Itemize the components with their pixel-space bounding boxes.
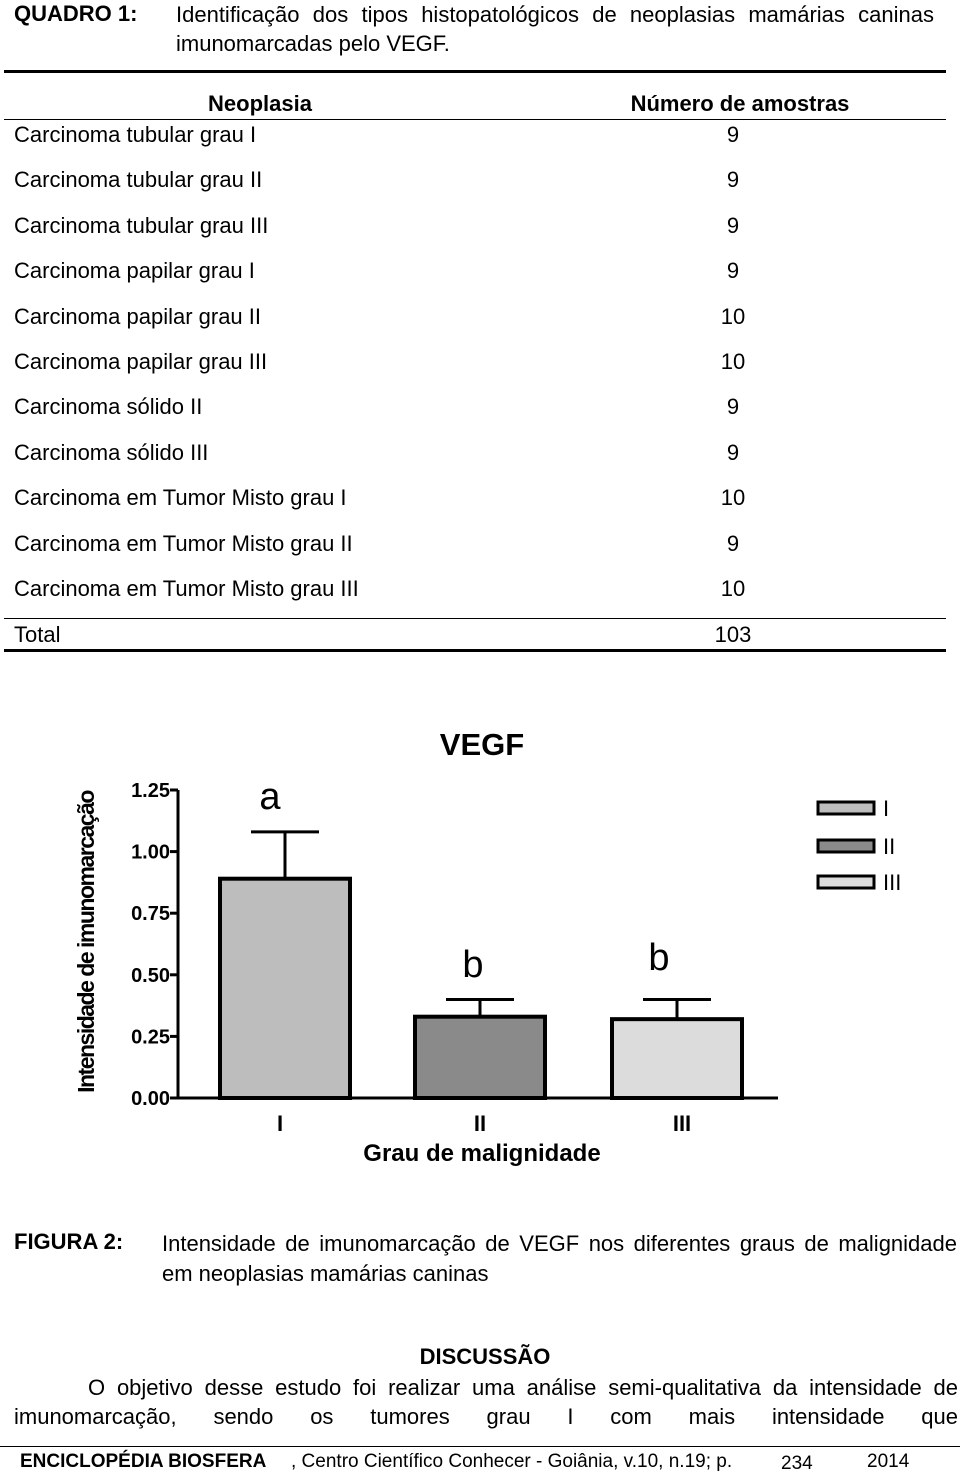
table-cell: Carcinoma em Tumor Misto grau III xyxy=(14,576,359,601)
table-cell: 10 xyxy=(720,576,746,601)
x-tick-label: II xyxy=(474,1111,486,1136)
legend-swatch xyxy=(816,800,876,816)
bar xyxy=(610,1017,744,1101)
discussion-heading: DISCUSSÃO xyxy=(419,1344,551,1369)
y-axis-label: Intensidade de imunomarcação xyxy=(73,790,99,1093)
y-tick-label: 1.00 xyxy=(131,842,170,864)
chart-title: VEGF xyxy=(440,727,524,762)
bar xyxy=(218,876,352,1100)
table-cell: Carcinoma papilar grau I xyxy=(14,258,255,284)
x-tick-label: III xyxy=(673,1111,691,1136)
x-tick-label: I xyxy=(277,1111,283,1136)
table-header-rule xyxy=(4,119,946,120)
table-header: Neoplasia xyxy=(208,91,312,116)
table-cell: 10 xyxy=(720,485,746,511)
table-total-rule xyxy=(4,618,946,619)
footer-year: 2014 xyxy=(867,1451,910,1472)
table-total-label: Total xyxy=(14,622,61,647)
table-cell: Carcinoma sólido III xyxy=(14,439,209,465)
table-cell: 9 xyxy=(726,530,740,556)
table-bottom-rule xyxy=(4,649,946,652)
table-cell: Carcinoma em Tumor Misto grau I xyxy=(14,485,347,511)
chart: VEGF Intensidade de imunomarcação Grau de … xyxy=(73,727,901,1167)
table-cell: Carcinoma tubular grau I xyxy=(14,122,257,147)
figure-label: FIGURA 2: xyxy=(14,1229,124,1254)
table-cell: Carcinoma em Tumor Misto grau II xyxy=(14,530,353,556)
y-tick-label: 1.25 xyxy=(131,780,170,802)
table-cell: Carcinoma tubular grau II xyxy=(14,167,263,193)
table-cell: 9 xyxy=(726,258,740,284)
table-cell: 9 xyxy=(726,122,740,147)
table-cell: 9 xyxy=(726,212,740,238)
significance-letter: b xyxy=(648,937,669,979)
legend-label: III xyxy=(883,870,901,895)
significance-letter: b xyxy=(462,944,483,986)
y-tick-label: 0.75 xyxy=(131,903,170,925)
table-cell: 10 xyxy=(720,303,746,329)
table-cell: Carcinoma sólido II xyxy=(14,394,203,420)
x-axis-label: Grau de malignidade xyxy=(363,1140,600,1167)
table-header: Número de amostras xyxy=(630,91,850,116)
table-cell: 9 xyxy=(726,167,740,193)
y-tick-label: 0.00 xyxy=(131,1088,170,1110)
table-cell: 9 xyxy=(726,394,740,420)
table-cell: Carcinoma tubular grau III xyxy=(14,212,269,238)
y-tick-label: 0.50 xyxy=(131,965,170,987)
y-tick-label: 0.25 xyxy=(131,1026,170,1048)
table-cell: Carcinoma papilar grau III xyxy=(14,349,268,374)
legend-label: II xyxy=(883,834,895,859)
footer: ENCICLOPÉDIA BIOSFERA , Centro Científic… xyxy=(0,1446,960,1474)
legend-swatch xyxy=(816,838,876,854)
figure-caption: Intensidade de imunomarcação de VEGF nos… xyxy=(162,1231,957,1286)
table-cell: Carcinoma papilar grau II xyxy=(14,303,262,329)
significance-letter: a xyxy=(259,776,281,818)
legend-swatch xyxy=(816,874,876,890)
quadro-label: QUADRO 1: xyxy=(14,1,138,26)
footer-page: 234 xyxy=(781,1453,813,1474)
footer-journal: ENCICLOPÉDIA BIOSFERA xyxy=(20,1451,267,1472)
table-total-value: 103 xyxy=(714,622,752,647)
bar xyxy=(413,1014,547,1100)
table-top-rule xyxy=(4,70,946,73)
table-cell: 10 xyxy=(720,349,746,374)
footer-details: , Centro Científico Conhecer - Goiânia, … xyxy=(291,1451,733,1472)
quadro-caption: Identificação dos tipos histopatológicos… xyxy=(176,2,934,56)
legend-label: I xyxy=(883,796,889,821)
table-cell: 9 xyxy=(726,439,740,465)
discussion-text: O objetivo desse estudo foi realizar uma… xyxy=(14,1375,958,1429)
